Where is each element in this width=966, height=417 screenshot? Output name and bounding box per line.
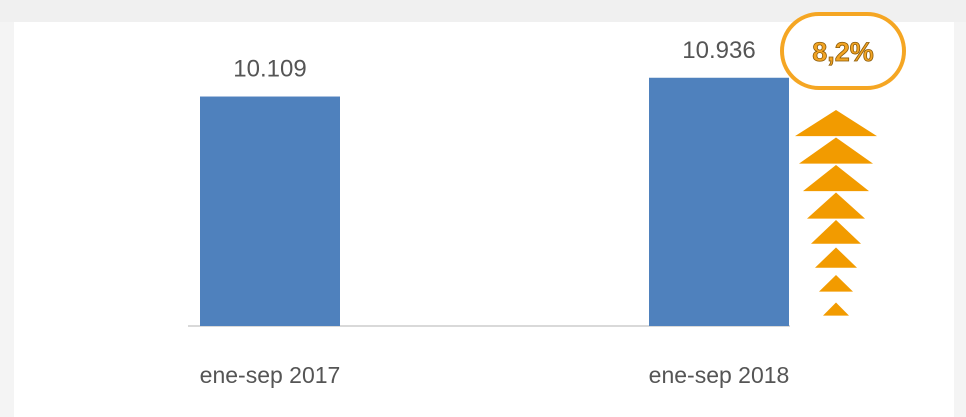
growth-arrow-triangle <box>823 302 849 316</box>
growth-arrow-triangle <box>803 165 869 192</box>
bar-ene-sep-2018 <box>649 77 789 326</box>
growth-arrow-triangle <box>819 275 853 292</box>
growth-arrow-triangle <box>799 137 873 164</box>
right-frame-edge <box>954 22 966 417</box>
growth-arrow-triangle <box>807 192 865 219</box>
growth-annotation-oval <box>780 12 906 90</box>
growth-arrow-triangle <box>811 220 861 244</box>
growth-arrow-triangle <box>815 247 857 268</box>
x-tick-label-ene-sep-2018: ene-sep 2018 <box>649 362 790 388</box>
data-label-ene-sep-2018: 10.936 <box>682 37 755 64</box>
x-tick-label-ene-sep-2017: ene-sep 2017 <box>200 362 341 388</box>
data-label-ene-sep-2017: 10.109 <box>233 56 306 83</box>
top-frame-bar <box>0 0 966 22</box>
growth-arrows <box>795 110 877 316</box>
bar-ene-sep-2017 <box>200 96 340 327</box>
growth-arrow-triangle <box>795 110 877 137</box>
left-frame-edge <box>0 22 14 417</box>
growth-percentage-label: 8,2% <box>812 37 874 67</box>
